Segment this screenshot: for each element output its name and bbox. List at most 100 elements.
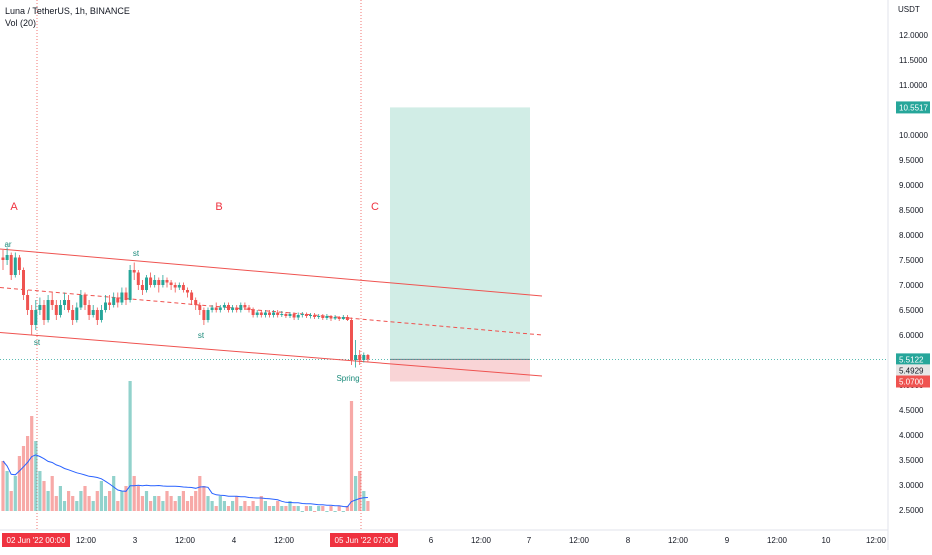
volume-bar bbox=[169, 496, 173, 511]
volume-bar bbox=[321, 506, 325, 511]
candle-body bbox=[38, 305, 42, 310]
target-price-tag bbox=[896, 101, 930, 114]
phase-label: B bbox=[215, 201, 222, 213]
candle-body bbox=[218, 307, 222, 310]
candle-body bbox=[46, 300, 50, 320]
y-tick-label: 3.5000 bbox=[899, 456, 924, 465]
candle-body bbox=[251, 310, 255, 315]
volume-bar bbox=[120, 491, 124, 511]
volume-bar bbox=[112, 476, 116, 511]
candle-body bbox=[177, 285, 181, 288]
candle-body bbox=[13, 257, 17, 275]
x-tick-label: 12:00 bbox=[76, 536, 97, 545]
y-tick-label: 6.5000 bbox=[899, 306, 924, 315]
entry-price-tag bbox=[896, 364, 930, 377]
x-tick-label: 12:00 bbox=[175, 536, 196, 545]
candle-body bbox=[280, 314, 284, 315]
x-tick-label: 12:00 bbox=[569, 536, 590, 545]
candle-body bbox=[169, 282, 173, 285]
volume-bar bbox=[108, 491, 112, 511]
volume-bar bbox=[173, 501, 177, 511]
currency-label: USDT bbox=[898, 5, 920, 14]
volume-bar bbox=[280, 506, 284, 511]
volume-bar bbox=[300, 511, 304, 512]
volume-bar bbox=[30, 416, 34, 511]
volume-bar bbox=[292, 506, 296, 511]
volume-bar bbox=[304, 506, 308, 511]
volume-bar bbox=[206, 496, 210, 511]
volume-bar bbox=[132, 476, 136, 511]
volume-bar bbox=[362, 491, 366, 511]
candle-body bbox=[296, 315, 300, 318]
volume-bar bbox=[9, 491, 13, 511]
candle-body bbox=[83, 295, 87, 305]
candle-body bbox=[95, 310, 99, 320]
volume-bar bbox=[75, 501, 79, 511]
candle-body bbox=[341, 317, 345, 319]
candle-body bbox=[50, 300, 54, 305]
current-price-tag-text: 5.5122 bbox=[899, 355, 924, 364]
candle-body bbox=[214, 307, 218, 310]
y-tick-label: 9.5000 bbox=[899, 156, 924, 165]
symbol-title[interactable]: Luna / TetherUS, 1h, BINANCE bbox=[5, 6, 130, 16]
y-tick-label: 8.5000 bbox=[899, 206, 924, 215]
volume-bar bbox=[79, 491, 83, 511]
candle-body bbox=[79, 295, 83, 308]
candle-body bbox=[325, 316, 329, 318]
candle-body bbox=[239, 305, 243, 310]
volume-indicator-label[interactable]: Vol (20) bbox=[5, 18, 37, 28]
candle-body bbox=[243, 305, 247, 308]
volume-bar bbox=[153, 496, 157, 511]
volume-bar bbox=[313, 511, 317, 512]
volume-bar bbox=[116, 501, 120, 511]
candle-body bbox=[354, 355, 358, 360]
volume-bar bbox=[366, 501, 370, 511]
phase-label: C bbox=[371, 201, 379, 213]
volume-bar bbox=[124, 486, 128, 511]
volume-bar bbox=[136, 486, 140, 511]
candle-body bbox=[120, 292, 124, 303]
candle-body bbox=[288, 314, 292, 316]
volume-bar bbox=[296, 506, 300, 511]
candle-body bbox=[222, 305, 226, 308]
candle-body bbox=[104, 302, 107, 310]
candle-body bbox=[366, 355, 370, 360]
candle-body bbox=[173, 285, 177, 288]
volume-bar bbox=[177, 496, 181, 511]
volume-bar bbox=[165, 491, 169, 511]
candle-body bbox=[116, 297, 120, 303]
x-tick-label: 8 bbox=[626, 536, 631, 545]
candle-body bbox=[99, 310, 103, 320]
x-tick-label: 12:00 bbox=[866, 536, 887, 545]
candle-body bbox=[157, 280, 161, 285]
volume-bar bbox=[354, 476, 358, 511]
volume-bar bbox=[46, 491, 50, 511]
candle-body bbox=[26, 295, 30, 310]
volume-bar bbox=[194, 491, 198, 511]
candle-body bbox=[206, 310, 210, 320]
candle-body bbox=[210, 307, 214, 310]
volume-bar bbox=[202, 486, 206, 511]
candle-body bbox=[9, 255, 13, 275]
volume-bar bbox=[272, 506, 276, 511]
volume-bar bbox=[349, 401, 354, 511]
volume-bar bbox=[62, 501, 67, 511]
x-tick-label: 02 Jun '22 00:00 bbox=[7, 536, 66, 545]
volume-bar bbox=[38, 471, 42, 511]
volume-bar bbox=[181, 491, 185, 511]
y-tick-label: 12.0000 bbox=[899, 31, 928, 40]
candle-body bbox=[58, 305, 62, 315]
volume-bar bbox=[218, 496, 222, 511]
candle-body bbox=[202, 310, 206, 320]
y-tick-label: 10.0000 bbox=[899, 131, 928, 140]
volume-bar bbox=[247, 506, 251, 511]
candle-body bbox=[350, 320, 353, 360]
candle-body bbox=[313, 315, 317, 317]
candle-body bbox=[149, 277, 153, 285]
volume-bar bbox=[149, 501, 153, 511]
volume-bar bbox=[333, 511, 337, 512]
candle-body bbox=[304, 314, 308, 316]
volume-bar bbox=[358, 471, 362, 511]
